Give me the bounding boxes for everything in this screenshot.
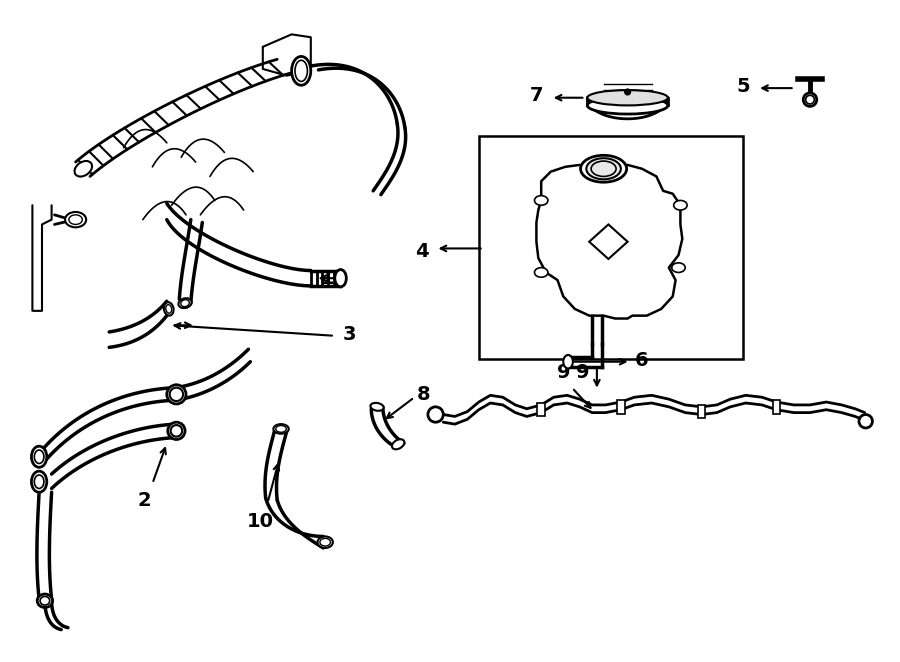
Ellipse shape bbox=[535, 267, 548, 277]
Ellipse shape bbox=[392, 440, 404, 449]
Text: 4: 4 bbox=[415, 242, 429, 261]
Ellipse shape bbox=[428, 407, 444, 422]
Text: 9: 9 bbox=[576, 363, 590, 382]
Ellipse shape bbox=[318, 536, 333, 548]
Ellipse shape bbox=[535, 196, 548, 205]
Ellipse shape bbox=[164, 303, 174, 316]
Ellipse shape bbox=[859, 414, 872, 428]
Ellipse shape bbox=[37, 594, 52, 608]
Ellipse shape bbox=[292, 56, 310, 85]
Bar bbox=[698, 405, 706, 418]
Ellipse shape bbox=[75, 161, 92, 177]
Text: 2: 2 bbox=[138, 491, 151, 510]
Ellipse shape bbox=[65, 212, 86, 227]
Ellipse shape bbox=[274, 424, 289, 434]
Text: 3: 3 bbox=[343, 325, 356, 344]
Circle shape bbox=[625, 89, 631, 95]
Ellipse shape bbox=[588, 97, 668, 114]
Ellipse shape bbox=[804, 93, 816, 107]
Text: 6: 6 bbox=[634, 352, 648, 370]
Bar bbox=[772, 400, 780, 414]
Text: 7: 7 bbox=[529, 86, 543, 105]
Ellipse shape bbox=[588, 90, 668, 105]
Ellipse shape bbox=[167, 422, 185, 440]
Text: 8: 8 bbox=[417, 385, 430, 404]
Ellipse shape bbox=[671, 263, 685, 273]
Ellipse shape bbox=[563, 355, 573, 369]
Text: 5: 5 bbox=[737, 77, 751, 96]
Ellipse shape bbox=[32, 446, 47, 467]
Ellipse shape bbox=[674, 201, 687, 210]
Text: 1: 1 bbox=[320, 269, 334, 288]
Bar bbox=[537, 403, 545, 416]
Bar bbox=[479, 136, 742, 359]
Bar bbox=[617, 400, 625, 414]
Ellipse shape bbox=[178, 298, 192, 308]
Ellipse shape bbox=[166, 385, 186, 404]
Ellipse shape bbox=[371, 403, 383, 411]
Text: 10: 10 bbox=[247, 512, 274, 532]
Ellipse shape bbox=[32, 471, 47, 493]
Ellipse shape bbox=[335, 269, 346, 287]
Ellipse shape bbox=[580, 156, 626, 182]
Polygon shape bbox=[536, 165, 682, 318]
Ellipse shape bbox=[586, 158, 621, 179]
Text: 9: 9 bbox=[556, 363, 570, 382]
